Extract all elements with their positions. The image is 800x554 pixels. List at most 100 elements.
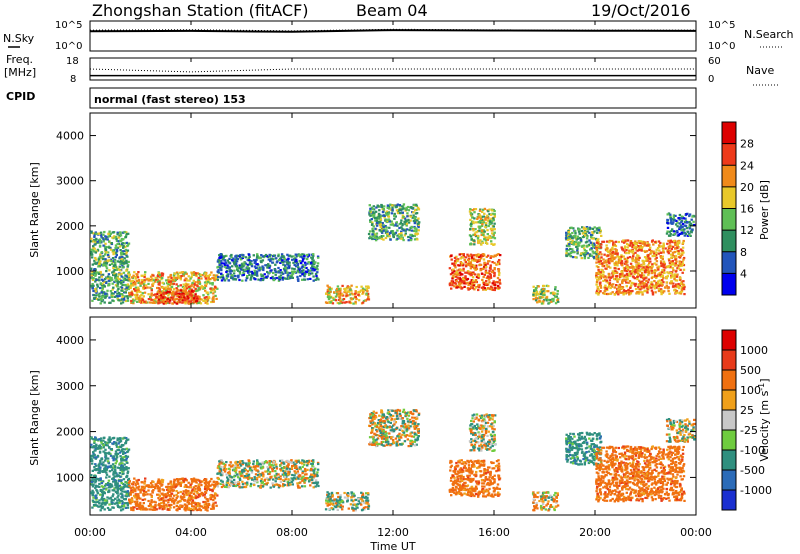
noise-left-tick-top: 10^5 [55,20,82,31]
heatmap-cell [91,248,94,251]
heatmap-cell [156,286,159,290]
heatmap-cell [114,279,117,283]
heatmap-cell [98,482,101,486]
heatmap-cell [334,299,338,302]
heatmap-cell [141,279,144,282]
heatmap-cell [109,290,113,293]
heatmap-cell [532,294,535,297]
heatmap-cell [118,281,121,284]
heatmap-cell [254,261,257,264]
heatmap-cell [678,260,681,263]
heatmap-cell [667,234,671,237]
heatmap-cell [672,230,676,233]
heatmap-cell [227,279,231,282]
heatmap-cell [386,230,389,233]
heatmap-cell [611,275,614,278]
heatmap-cell [460,281,463,284]
heatmap-cell [207,276,210,279]
heatmap-cell [230,256,233,259]
heatmap-cell [139,501,142,504]
heatmap-cell [623,269,627,272]
heatmap-cell [90,231,93,234]
heatmap-cell [478,229,481,232]
heatmap-cell [410,206,413,209]
heatmap-cell [466,271,469,274]
heatmap-cell [180,294,183,297]
heatmap-cell [313,269,316,272]
heatmap-cell [338,290,341,293]
heatmap-cell [91,485,95,488]
heatmap-cell [674,254,678,258]
heatmap-cell [151,277,154,280]
heatmap-cell [674,262,678,265]
heatmap-cell [108,240,111,243]
heatmap-cell [114,259,117,262]
heatmap-cell [116,466,120,469]
heatmap-cell [179,484,182,487]
heatmap-cell [497,274,501,277]
heatmap-cell [479,257,483,260]
heatmap-cell [97,298,100,301]
heatmap-cell [335,289,338,292]
heatmap-cell [542,289,545,292]
heatmap-cell [636,269,639,272]
heatmap-cell [664,286,667,289]
heatmap-cell [239,266,243,269]
heatmap-cell [112,292,115,295]
heatmap-cell [297,278,300,281]
heatmap-cell [303,273,306,277]
heatmap-cell [414,232,417,235]
heatmap-cell [182,274,185,277]
heatmap-cell [136,276,140,279]
heatmap-cell [125,261,128,265]
heatmap-cell [541,293,544,296]
heatmap-cell [549,292,553,295]
heatmap-cell [196,298,199,301]
heatmap-cell [475,275,479,279]
heatmap-cell [107,235,110,238]
heatmap-cell [171,302,174,305]
heatmap-cell [643,256,647,259]
heatmap-cell [162,499,165,502]
heatmap-cell [669,280,673,284]
heatmap-cell [100,498,103,501]
heatmap-cell [415,230,418,233]
heatmap-cell [234,278,238,281]
heatmap-cell [669,276,673,279]
heatmap-cell [669,213,672,216]
heatmap-cell [125,447,128,450]
heatmap-cell [226,275,230,278]
heatmap-cell [260,254,263,257]
heatmap-cell [125,232,129,236]
heatmap-cell [589,253,592,256]
heatmap-cell [325,301,329,304]
heatmap-cell [94,262,98,265]
heatmap-cell [292,261,295,264]
heatmap-cell [110,260,113,263]
heatmap-cell [264,264,267,267]
heatmap-cell [137,281,140,284]
heatmap-cell [283,257,286,261]
heatmap-cell [134,286,137,289]
heatmap-cell [262,267,265,270]
heatmap-cell [482,253,485,256]
heatmap-cell [369,235,372,238]
heatmap-cell [693,223,696,227]
heatmap-cell [590,235,593,239]
heatmap-cell [114,235,118,239]
heatmap-cell [106,460,110,463]
heatmap-cell [284,264,287,267]
heatmap-cell [232,260,235,263]
heatmap-cell [669,272,673,275]
heatmap-cell [211,297,214,300]
heatmap-cell [112,466,115,469]
heatmap-cell [94,463,97,466]
heatmap-cell [612,241,615,244]
heatmap-cell [370,218,373,221]
heatmap-cell [301,256,304,259]
heatmap-cell [116,246,120,249]
heatmap-cell [308,273,311,276]
heatmap-cell [277,266,280,270]
heatmap-cell [620,287,623,290]
heatmap-cell [196,289,200,292]
